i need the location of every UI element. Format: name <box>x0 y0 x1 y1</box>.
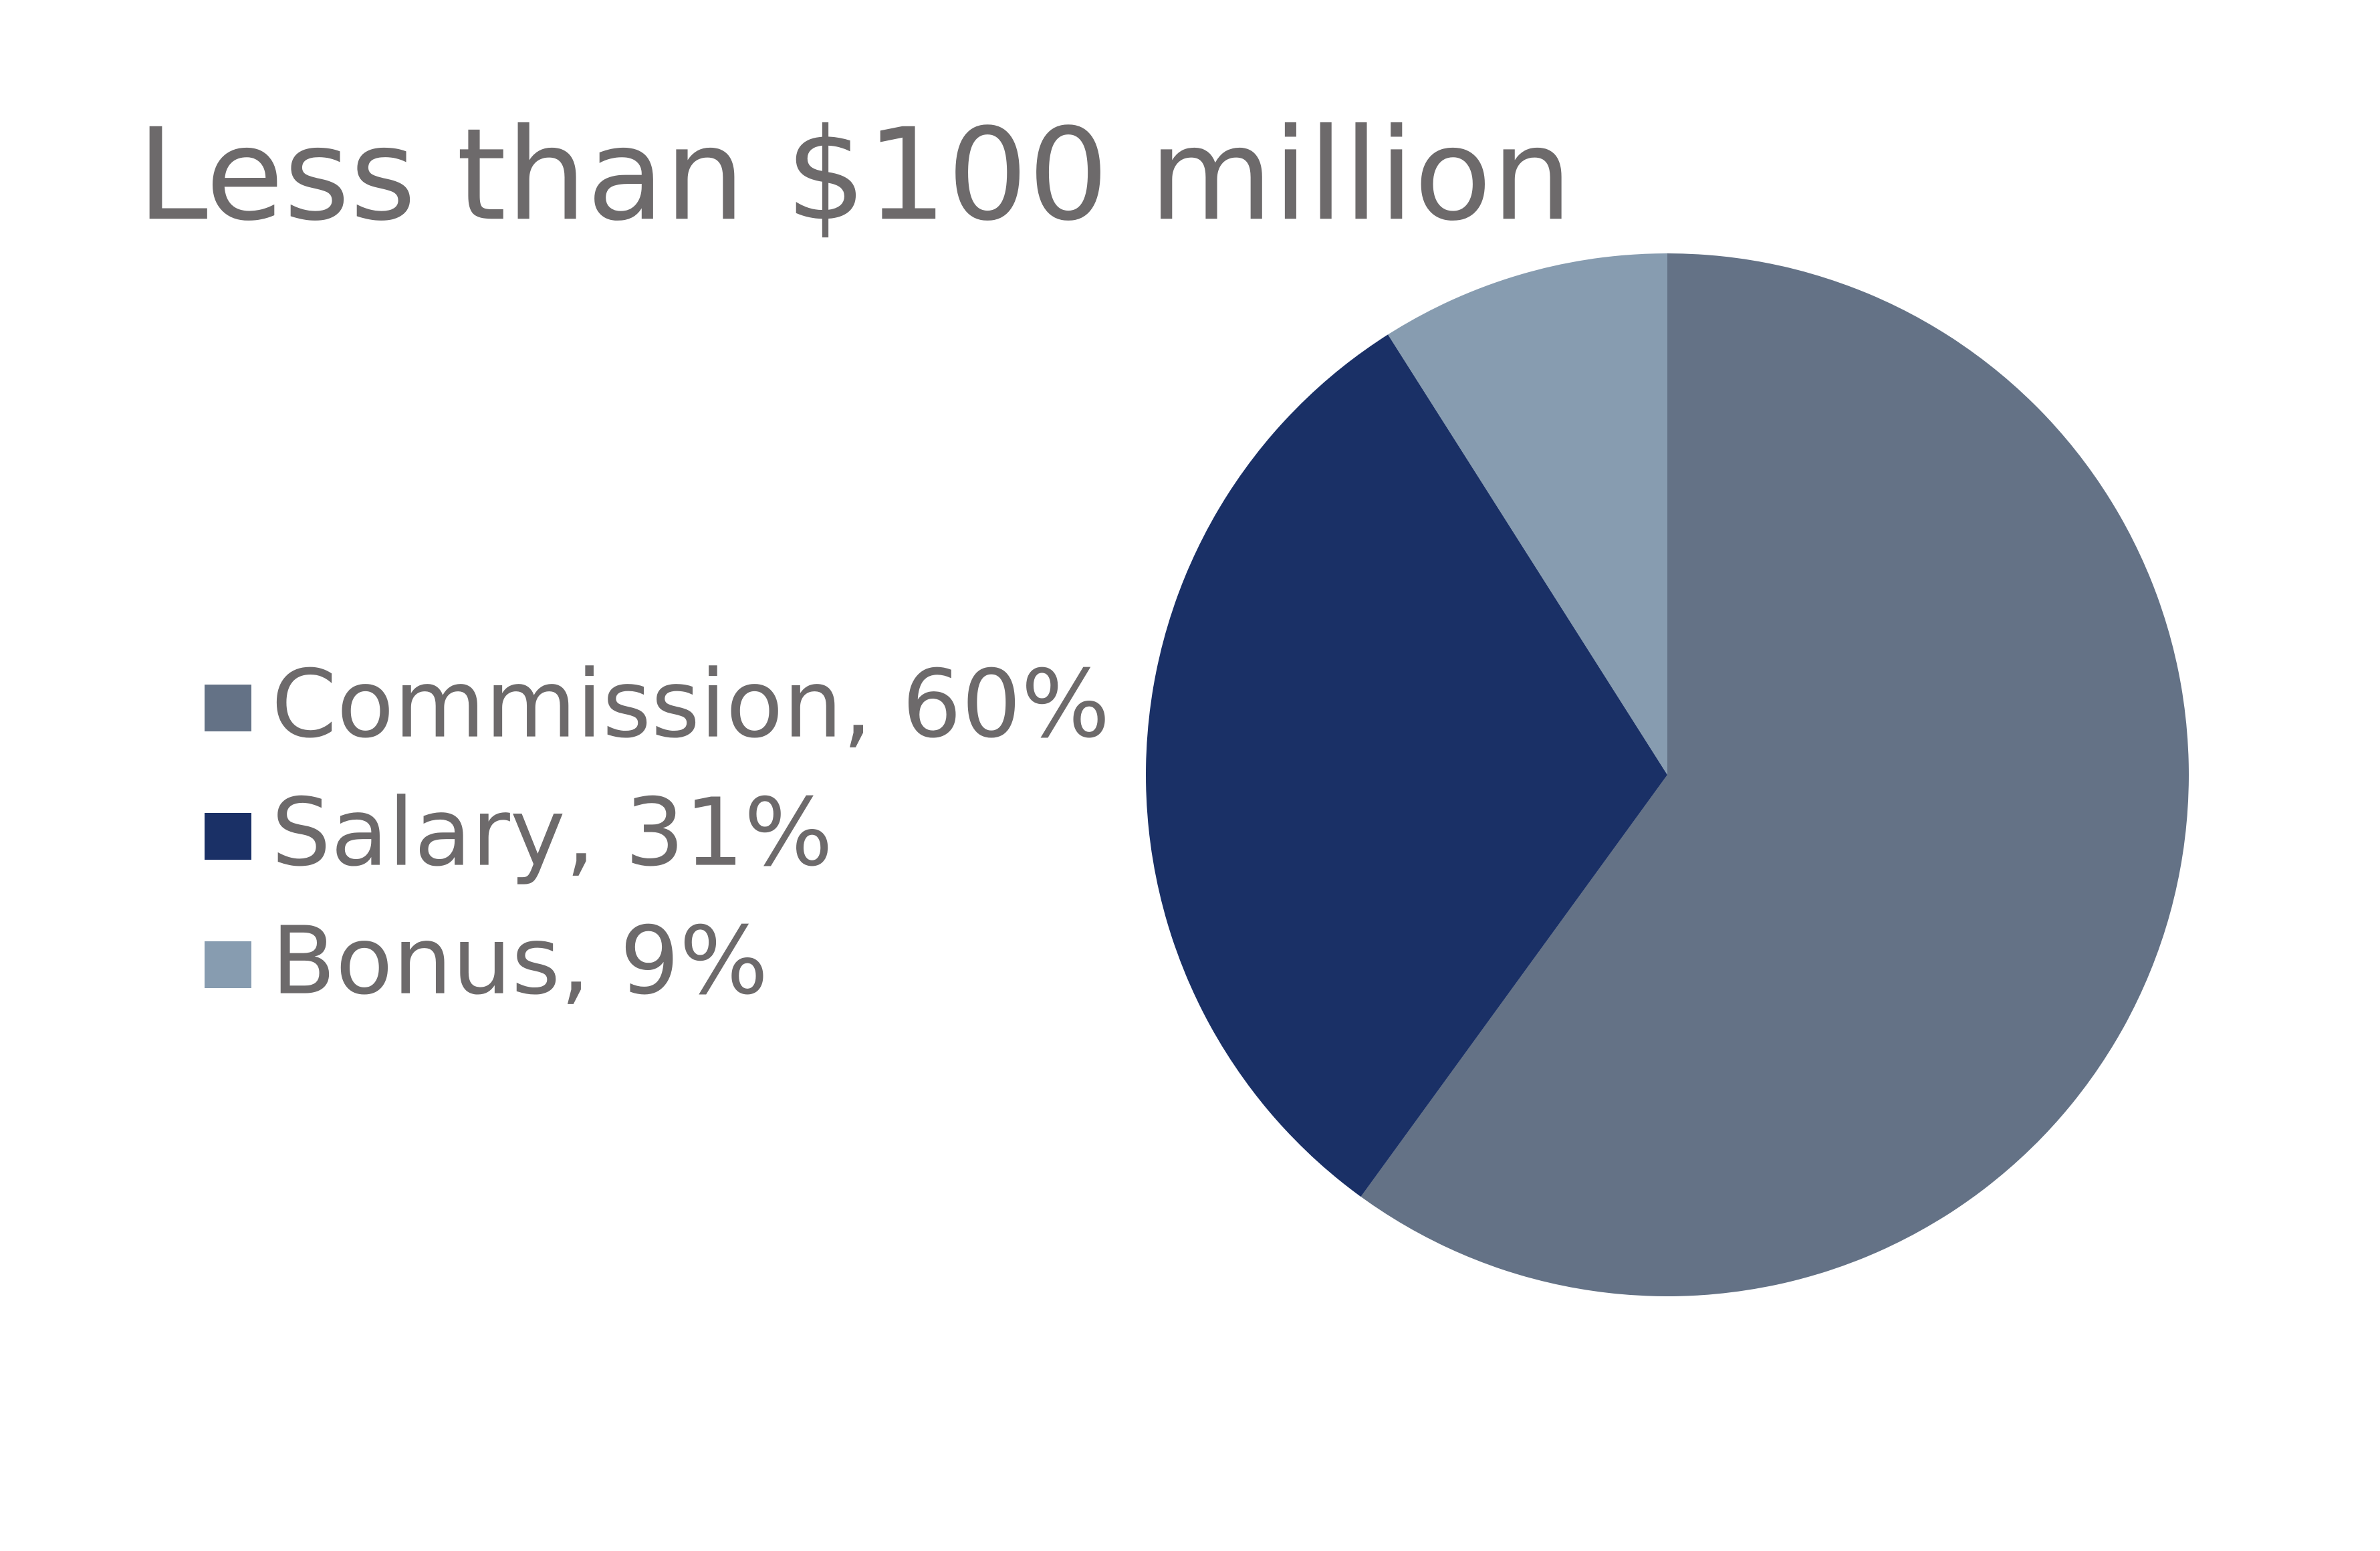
legend-label: Bonus, 9% <box>271 907 768 1016</box>
legend-label: Commission, 60% <box>271 650 1110 759</box>
legend-swatch <box>205 941 251 988</box>
legend-swatch <box>205 685 251 731</box>
chart-title: Less than $100 million <box>137 101 1572 249</box>
pie-slice <box>1360 253 2189 1296</box>
legend-swatch <box>205 813 251 860</box>
legend-label: Salary, 31% <box>271 779 833 888</box>
pie-slice <box>1145 334 1667 1197</box>
pie-slice <box>1388 253 1667 775</box>
